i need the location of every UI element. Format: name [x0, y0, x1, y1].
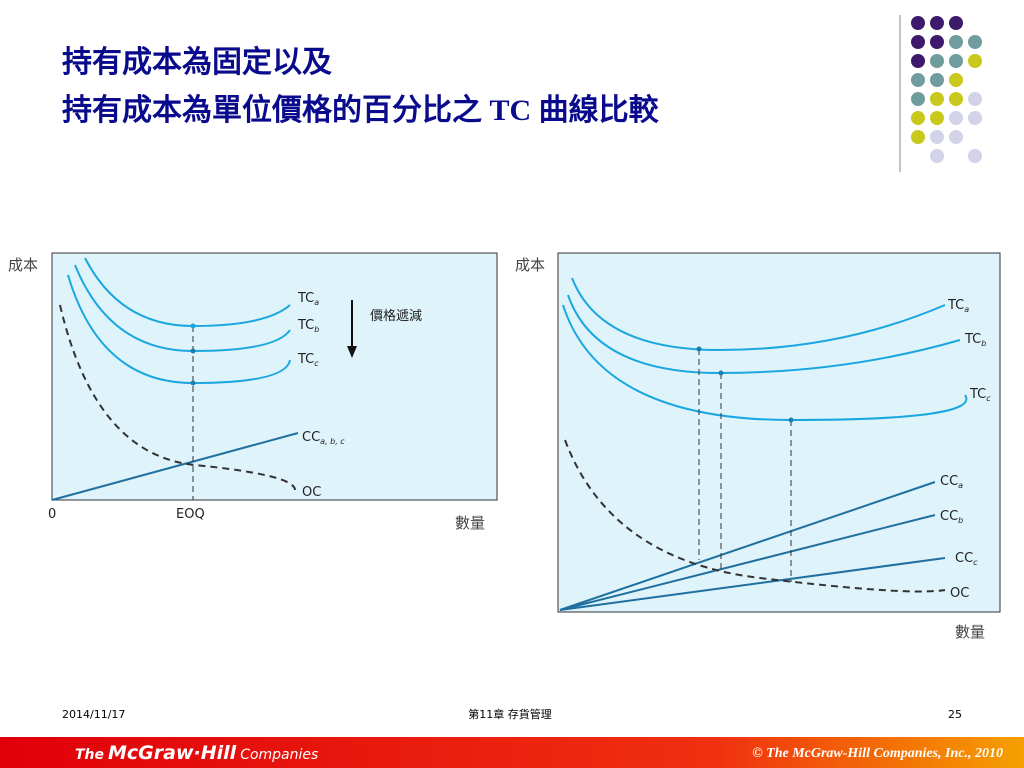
- dot: [911, 130, 925, 144]
- dot: [968, 111, 982, 125]
- label-sub: b: [958, 516, 963, 525]
- curve-label: CCa, b, c: [302, 430, 345, 446]
- dot: [930, 130, 944, 144]
- dot: [968, 35, 982, 49]
- label-sub: a: [314, 298, 319, 307]
- curve-label: OC: [950, 586, 969, 601]
- min-point: [190, 380, 196, 386]
- label-sub: a: [958, 481, 963, 490]
- dot: [968, 149, 982, 163]
- curve-label: TCa: [947, 298, 969, 314]
- dot: [911, 16, 925, 30]
- label-main: TC: [964, 332, 981, 347]
- dot: [930, 16, 944, 30]
- curve-label: TCb: [964, 332, 986, 348]
- dot: [930, 54, 944, 68]
- curve-label: CCb: [940, 509, 963, 525]
- label-main: TC: [297, 318, 314, 333]
- x-label: 數量: [955, 623, 985, 641]
- min-point: [696, 346, 702, 352]
- footer-date: 2014/11/17: [62, 708, 125, 721]
- dot: [968, 54, 982, 68]
- dot: [949, 35, 963, 49]
- dot: [949, 16, 963, 30]
- min-point: [190, 348, 196, 354]
- label-sub: c: [986, 394, 991, 403]
- min-point: [718, 370, 724, 376]
- logo: The McGraw·Hill Companies: [75, 742, 318, 764]
- footer-chapter: 第11章 存貨管理: [468, 707, 552, 721]
- dot: [911, 92, 925, 106]
- footer-bar: [0, 737, 1024, 768]
- curve-label: CCa: [940, 474, 963, 490]
- label-main: CC: [940, 474, 958, 489]
- curve-label: CCc: [955, 551, 978, 567]
- right-diagram: 成本 數量 TCa TCb TCc CCa CCb CCc OC: [515, 252, 1001, 641]
- dot: [911, 35, 925, 49]
- dot: [930, 35, 944, 49]
- title-line: 持有成本為固定以及: [62, 45, 332, 79]
- tc-curve: [67, 274, 291, 385]
- logo-brand: McGraw·Hill: [108, 742, 237, 764]
- y-label: 成本: [515, 256, 545, 274]
- panel: [557, 252, 1001, 613]
- label-sub: c: [314, 359, 319, 368]
- curve-label: TCa: [297, 291, 319, 307]
- curve-label: TCb: [297, 318, 319, 334]
- label-main: CC: [955, 551, 973, 566]
- eoq-label: EOQ: [176, 507, 205, 522]
- y-label: 成本: [8, 256, 38, 274]
- x-label: 數量: [455, 514, 485, 532]
- label-main: TC: [947, 298, 964, 313]
- logo-the: The: [75, 747, 104, 763]
- dot: [911, 73, 925, 87]
- label-main: TC: [297, 352, 314, 367]
- dot: [930, 92, 944, 106]
- title-line: 持有成本為單位價格的百分比之 TC 曲線比較: [62, 93, 660, 127]
- dot: [930, 111, 944, 125]
- label-sub: a, b, c: [320, 437, 345, 446]
- dot: [968, 92, 982, 106]
- dot: [949, 111, 963, 125]
- curve-label: TCc: [297, 352, 319, 368]
- dot: [949, 73, 963, 87]
- dot: [911, 111, 925, 125]
- footer-page: 25: [948, 708, 962, 721]
- label-sub: b: [981, 339, 986, 348]
- cc-line: [559, 557, 946, 611]
- label-sub: b: [314, 325, 319, 334]
- tc-curve: [562, 304, 968, 422]
- oc-curve: [59, 304, 296, 491]
- curve-label: TCc: [969, 387, 991, 403]
- label-main: TC: [297, 291, 314, 306]
- oc-curve: [564, 439, 946, 593]
- label-sub: c: [973, 558, 978, 567]
- min-point: [190, 323, 196, 329]
- origin: 0: [48, 507, 56, 522]
- tc-curve: [571, 277, 946, 352]
- min-point: [788, 417, 794, 423]
- copyright: © The McGraw-Hill Companies, Inc., 2010: [752, 746, 1003, 761]
- dot: [949, 130, 963, 144]
- label-main: TC: [969, 387, 986, 402]
- arrow-head: [347, 346, 357, 358]
- dot: [949, 92, 963, 106]
- decoration-dots: [911, 16, 982, 163]
- logo-companies: Companies: [240, 747, 318, 763]
- label-main: CC: [302, 430, 320, 445]
- dot: [930, 149, 944, 163]
- panel: [51, 252, 498, 501]
- cc-line: [559, 514, 936, 611]
- cc-line: [559, 481, 936, 611]
- dot: [949, 54, 963, 68]
- dot: [930, 73, 944, 87]
- label-main: CC: [940, 509, 958, 524]
- left-diagram: 成本 數量 0 EOQ 價格遞減 TCa TCb TCc CCa, b, c O…: [8, 252, 498, 532]
- arrow-label: 價格遞減: [370, 308, 422, 324]
- curve-label: OC: [302, 485, 321, 500]
- label-sub: a: [964, 305, 969, 314]
- dot: [911, 54, 925, 68]
- cc-line: [51, 432, 299, 501]
